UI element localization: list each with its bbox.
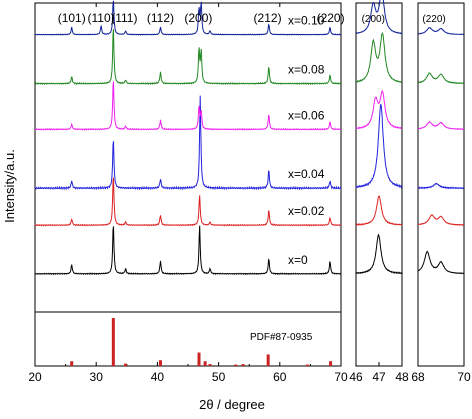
peak-label: (220) — [317, 11, 345, 25]
x-tick-label-zoom220: 68 — [411, 370, 425, 384]
series-line-zoom200 — [355, 103, 403, 190]
panels-layer: 20 30 40 50 60 70 46 47 48 68 70PDF#87-0935x=0x=0.… — [28, 0, 471, 384]
series-line-zoom220 — [417, 27, 465, 36]
x-tick-label-zoom200: 47 — [372, 370, 386, 384]
series-label: x=0.06 — [288, 108, 325, 122]
x-tick-label-zoom200: 48 — [395, 370, 409, 384]
series-line-main — [34, 0, 342, 36]
series-label: x=0.02 — [288, 204, 325, 218]
reference-stick — [111, 318, 115, 366]
reference-stick — [329, 361, 333, 366]
x-tick-label-main: 70 — [334, 370, 348, 384]
peak-label: (200) — [184, 11, 212, 25]
series-x=0.04: x=0.04 — [34, 95, 465, 191]
series-line-zoom200 — [355, 195, 403, 226]
reference-stick — [70, 361, 74, 366]
series-label: x=0.10 — [288, 14, 325, 28]
series-label: x=0.08 — [288, 63, 325, 77]
reference-stick — [241, 364, 245, 366]
peak-label: (112) — [147, 11, 174, 25]
series-line-zoom220 — [418, 72, 465, 85]
series-line-main — [34, 225, 342, 276]
zoom-peak-label: (220) — [422, 14, 445, 25]
x-tick-label-main: 50 — [212, 370, 226, 384]
reference-stick — [234, 364, 238, 366]
series-x=0.10: x=0.10 — [34, 0, 465, 36]
series-x=0: x=0 — [34, 225, 464, 276]
x-tick-label-zoom220: 70 — [457, 370, 471, 384]
panel-frame-zoom220 — [417, 2, 465, 367]
x-tick-label-main: 30 — [90, 370, 104, 384]
series-line-main — [34, 81, 342, 131]
y-axis-label: Intensity/a.u. — [2, 149, 17, 223]
series-line-main — [34, 29, 342, 86]
series-line-zoom220 — [417, 250, 464, 275]
peak-label: (212) — [254, 11, 282, 25]
series-x=0.02: x=0.02 — [34, 177, 465, 227]
series-x=0.06: x=0.06 — [34, 81, 465, 131]
x-axis-label: 2θ / degree — [199, 397, 265, 412]
peak-label: (101) — [58, 11, 86, 25]
series-line-main — [34, 95, 342, 191]
zoom-peak-label: (200) — [362, 14, 385, 25]
peak-label: (110) — [88, 11, 115, 25]
reference-label: PDF#87-0935 — [250, 332, 313, 343]
series-line-zoom200 — [355, 233, 403, 275]
series-line-zoom200 — [355, 31, 403, 84]
x-tick-label-zoom200: 46 — [349, 370, 363, 384]
series-line-main — [34, 177, 342, 227]
series-line-zoom220 — [417, 182, 465, 190]
x-tick-label-main: 40 — [151, 370, 165, 384]
reference-stick — [124, 363, 128, 366]
reference-stick — [197, 352, 201, 366]
reference-stick — [158, 360, 162, 366]
series-line-zoom200 — [355, 89, 403, 130]
reference-stick — [208, 364, 212, 366]
series-line-zoom220 — [417, 214, 465, 226]
x-tick-label-main: 60 — [273, 370, 287, 384]
series-x=0.08: x=0.08 — [34, 29, 465, 86]
reference-stick — [203, 361, 207, 366]
reference-stick — [305, 364, 309, 366]
series-label: x=0 — [288, 253, 308, 267]
x-tick-label-main: 20 — [28, 370, 42, 384]
peak-label: (111) — [111, 11, 137, 25]
series-line-zoom220 — [417, 121, 465, 131]
series-line-zoom200 — [355, 0, 403, 35]
reference-stick — [266, 354, 270, 366]
series-label: x=0.04 — [288, 167, 325, 181]
